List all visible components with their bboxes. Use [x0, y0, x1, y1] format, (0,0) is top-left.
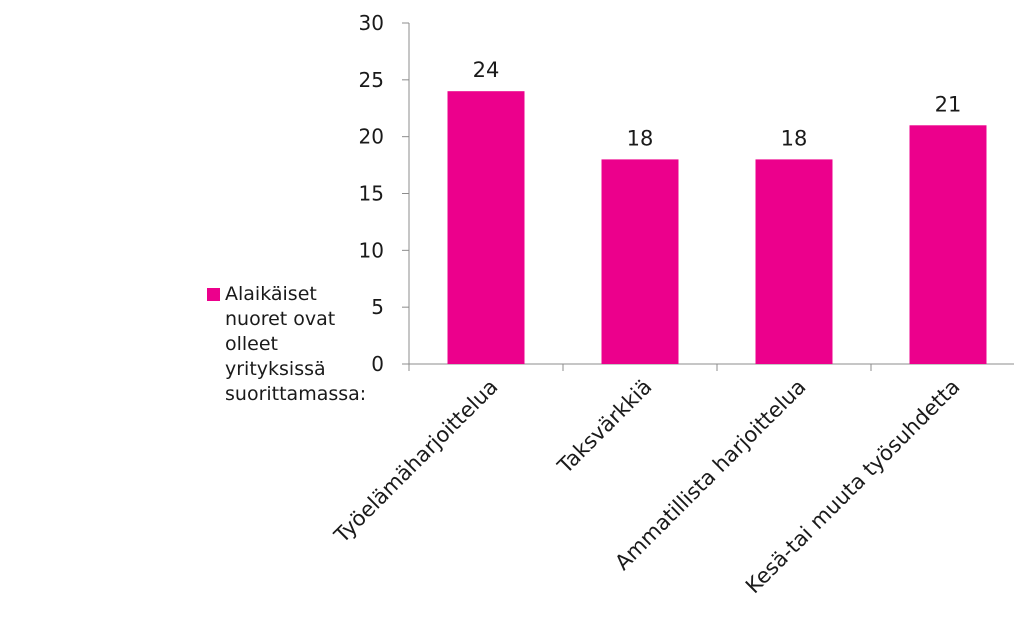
data-label: 24: [473, 58, 500, 82]
legend: Alaikäiset nuoret ovat olleet yrityksiss…: [207, 282, 367, 407]
legend-label: Alaikäiset nuoret ovat olleet yrityksiss…: [225, 283, 367, 405]
data-labels: 24 18 18 21: [473, 58, 962, 150]
y-axis: 0 5 10 15 20 25 30: [359, 11, 410, 376]
data-label: 21: [935, 92, 962, 116]
category-labels: Työelämäharjoittelua TaksvärkkiäAmmatilli…: [329, 375, 965, 599]
y-tick-label: 30: [359, 11, 384, 35]
data-label: 18: [781, 126, 808, 150]
y-tick-label: 10: [359, 238, 384, 262]
bar: [601, 159, 679, 364]
data-label: 18: [627, 126, 654, 150]
y-tick-label: 0: [371, 352, 384, 376]
bar: [447, 91, 525, 364]
y-tick-label: 25: [359, 68, 384, 92]
bar: [755, 159, 833, 364]
bar: [909, 125, 987, 364]
category-label: Taksvärkkiä: [552, 375, 656, 479]
y-tick-label: 20: [359, 125, 384, 149]
legend-swatch: [207, 288, 220, 301]
y-tick-label: 15: [359, 182, 384, 206]
x-axis: [408, 363, 1014, 371]
bars: [447, 91, 987, 364]
y-tick-label: 5: [371, 295, 384, 319]
